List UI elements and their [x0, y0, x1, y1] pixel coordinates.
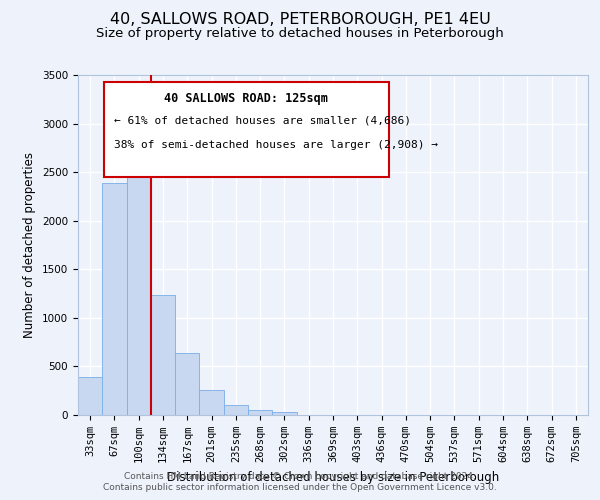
- Bar: [248, 410, 272, 415]
- Bar: [151, 294, 175, 415]
- Text: Contains HM Land Registry data © Crown copyright and database right 2024.: Contains HM Land Registry data © Crown c…: [124, 472, 476, 481]
- FancyBboxPatch shape: [104, 82, 389, 177]
- Bar: [78, 377, 102, 415]
- Text: Size of property relative to detached houses in Peterborough: Size of property relative to detached ho…: [96, 28, 504, 40]
- Y-axis label: Number of detached properties: Number of detached properties: [23, 152, 37, 338]
- Text: 38% of semi-detached houses are larger (2,908) →: 38% of semi-detached houses are larger (…: [114, 140, 438, 149]
- Text: Contains public sector information licensed under the Open Government Licence v3: Contains public sector information licen…: [103, 484, 497, 492]
- Text: 40, SALLOWS ROAD, PETERBOROUGH, PE1 4EU: 40, SALLOWS ROAD, PETERBOROUGH, PE1 4EU: [110, 12, 490, 28]
- X-axis label: Distribution of detached houses by size in Peterborough: Distribution of detached houses by size …: [167, 470, 499, 484]
- Bar: [224, 406, 248, 415]
- Bar: [199, 390, 224, 415]
- Bar: [175, 353, 199, 415]
- Bar: [127, 162, 151, 415]
- Text: ← 61% of detached houses are smaller (4,686): ← 61% of detached houses are smaller (4,…: [114, 116, 410, 126]
- Bar: [272, 412, 296, 415]
- Bar: [102, 183, 127, 415]
- Text: 40 SALLOWS ROAD: 125sqm: 40 SALLOWS ROAD: 125sqm: [164, 92, 328, 105]
